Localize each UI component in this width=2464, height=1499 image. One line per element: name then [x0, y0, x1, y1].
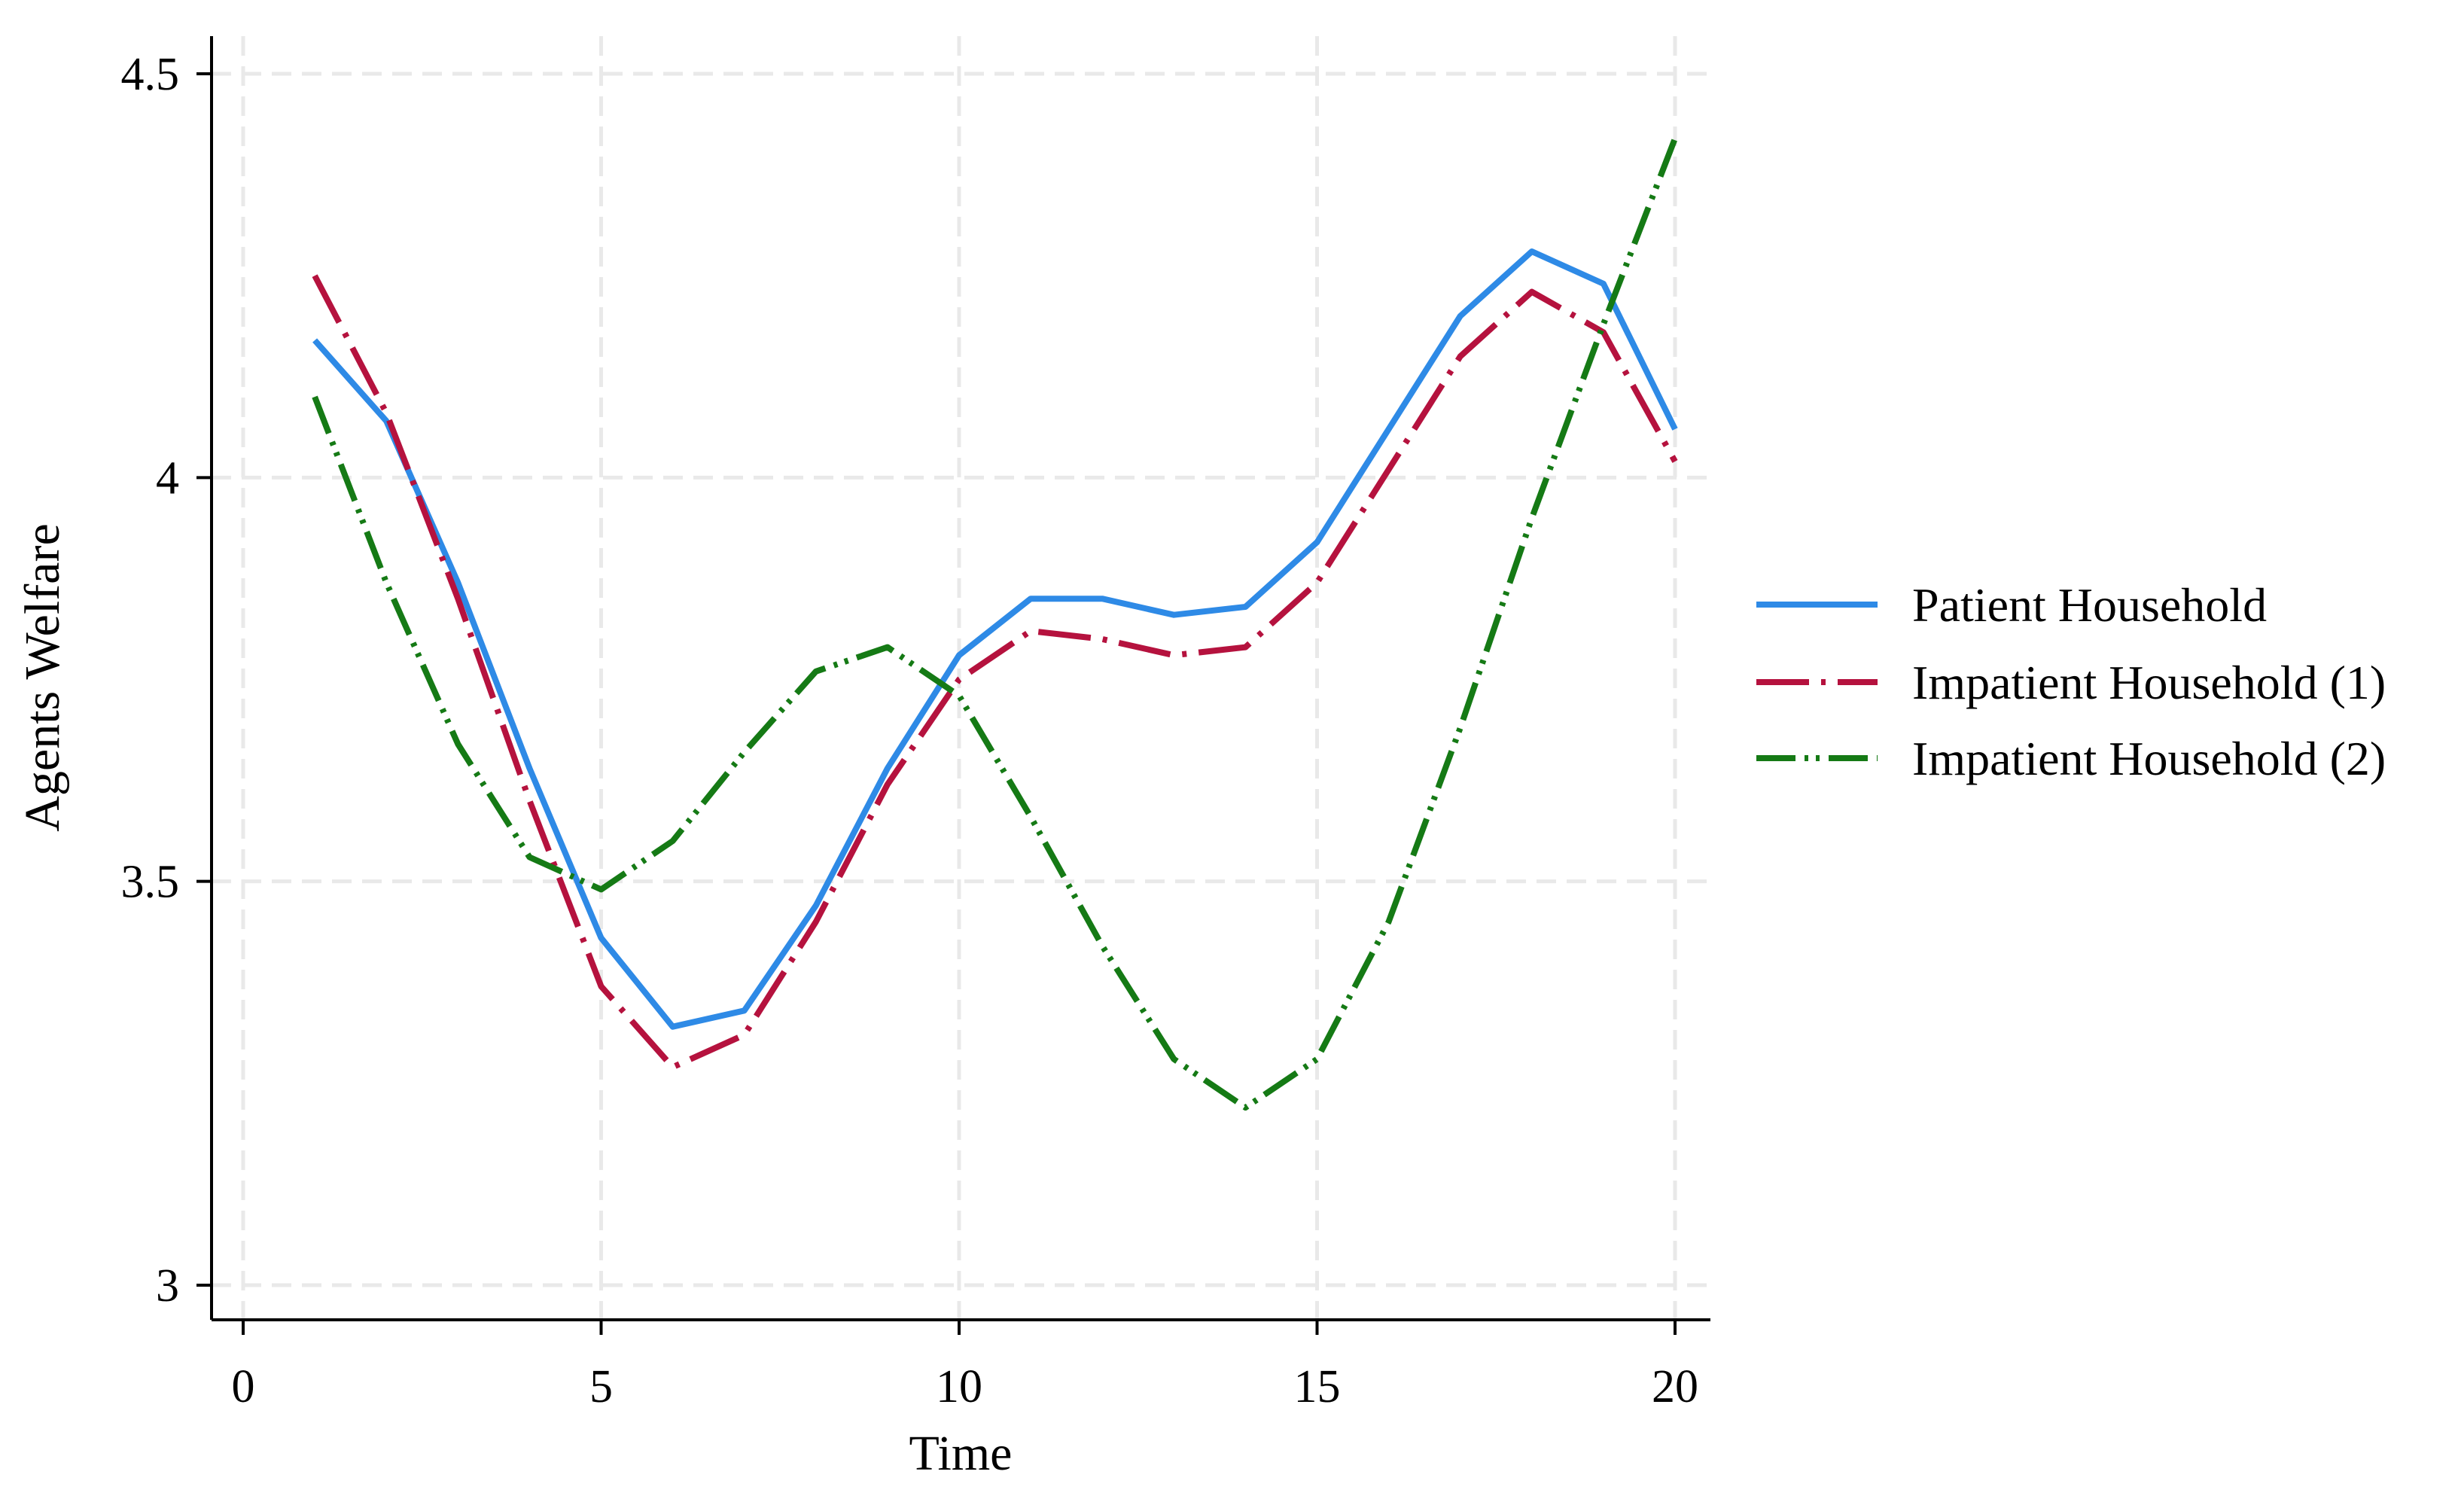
series-line-0: [312, 248, 1678, 1030]
x-tick-label-3: 15: [1294, 1361, 1341, 1412]
y-tick-label-0: 3: [156, 1260, 179, 1312]
x-axis-title: Time: [909, 1426, 1013, 1481]
grid: [212, 36, 1710, 1320]
axes: [210, 36, 1710, 1321]
legend-label-0: Patient Household: [1912, 578, 2267, 632]
legend-label-2: Impatient Household (2): [1912, 732, 2386, 785]
series-line-2: [312, 137, 1678, 1111]
x-tick-label-2: 10: [936, 1361, 982, 1412]
y-tick-label-1: 3.5: [121, 857, 180, 908]
x-tick-label-0: 0: [232, 1361, 255, 1412]
ticks: 0 5 10 15 20 3 3.5 4 4.5: [121, 49, 1699, 1412]
x-tick-label-4: 20: [1652, 1361, 1698, 1412]
series-line-1: [312, 274, 1678, 1071]
y-axis-title: Agents Welfare: [15, 523, 70, 831]
x-tick-label-1: 5: [589, 1361, 613, 1412]
y-tick-label-3: 4.5: [121, 49, 180, 100]
series-lines: [312, 137, 1678, 1111]
legend-label-1: Impatient Household (1): [1912, 656, 2386, 709]
legend: Patient Household Impatient Household (1)…: [1756, 578, 2386, 785]
y-tick-label-2: 4: [156, 452, 179, 504]
